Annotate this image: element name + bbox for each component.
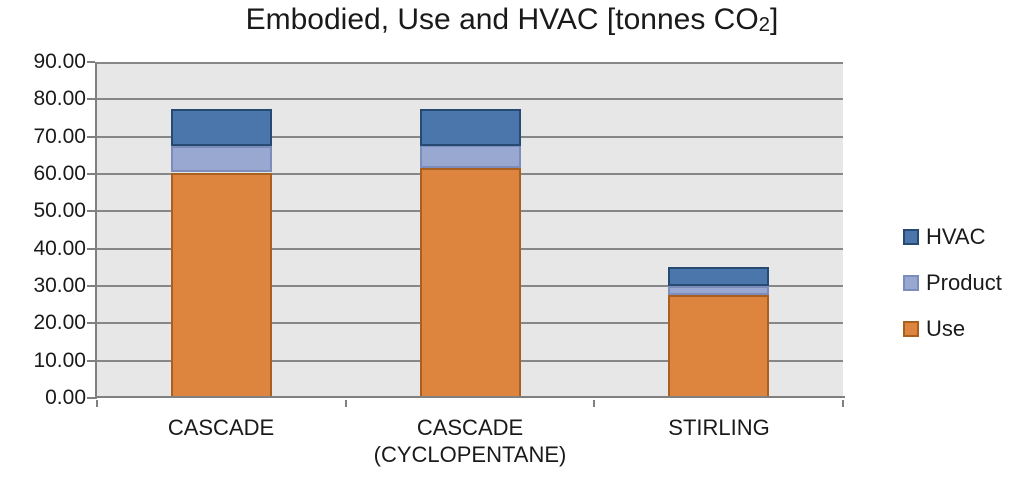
- plot-area: [97, 62, 843, 398]
- legend-item-product: Product: [903, 270, 1002, 295]
- bar-stirling-product: [668, 286, 769, 295]
- legend-label-use: Use: [926, 315, 966, 341]
- gridline-80: [97, 98, 843, 101]
- chart-title: Embodied, Use and HVAC [tonnes CO2]: [0, 3, 1024, 37]
- y-axis-label-80: 80.00: [33, 87, 86, 110]
- x-axis-label-cascade: CASCADE: [168, 414, 274, 441]
- y-axis-label-50: 50.00: [33, 199, 86, 222]
- bar-cascade-product: [171, 146, 272, 172]
- y-axis-tick-70: [87, 136, 95, 138]
- x-axis-label-cascade-cyclopentane-: CASCADE (CYCLOPENTANE): [374, 414, 567, 468]
- y-axis-label-30: 30.00: [33, 274, 86, 297]
- legend-label-hvac: HVAC: [926, 223, 986, 249]
- y-axis-tick-80: [87, 98, 95, 100]
- x-axis-label-line: CASCADE: [167, 415, 275, 440]
- chart-title-text: Embodied, Use and HVAC [tonnes CO: [245, 3, 759, 36]
- bar-cascade-cyclopentane--hvac: [420, 109, 521, 146]
- y-axis-tick-60: [87, 173, 95, 175]
- y-axis-label-0: 0.00: [45, 386, 86, 409]
- legend-item-use: Use: [903, 316, 1002, 341]
- legend: HVAC Product Use: [903, 224, 1002, 362]
- y-axis-label-20: 20.00: [33, 311, 86, 334]
- y-axis-tick-40: [87, 248, 95, 250]
- bar-cascade-cyclopentane--use: [420, 168, 521, 398]
- y-axis-tick-90: [87, 61, 95, 63]
- bar-cascade-use: [171, 173, 272, 398]
- x-axis-labels: CASCADE CASCADE (CYCLOPENTANE) STIRLING: [0, 414, 1024, 474]
- y-axis-label-10: 10.00: [33, 349, 86, 372]
- y-axis-tick-0: [87, 397, 95, 399]
- legend-label-product: Product: [926, 269, 1002, 295]
- y-axis-label-70: 70.00: [33, 125, 86, 148]
- y-axis-tick-10: [87, 360, 95, 362]
- legend-item-hvac: HVAC: [903, 224, 1002, 249]
- y-axis-label-60: 60.00: [33, 162, 86, 185]
- x-axis-tick-3: [842, 400, 844, 407]
- x-axis-label-line: (CYCLOPENTANE): [373, 442, 567, 467]
- y-axis-tick-30: [87, 285, 95, 287]
- legend-swatch-use: [903, 320, 919, 337]
- y-axis-line: [95, 62, 97, 399]
- bar-stirling-use: [668, 295, 769, 398]
- y-axis-label-90: 90.00: [33, 50, 86, 73]
- x-axis-label-line: STIRLING: [668, 415, 770, 440]
- bar-cascade-hvac: [171, 109, 272, 146]
- x-axis-tick-0: [96, 400, 98, 407]
- x-axis-label-stirling: STIRLING: [668, 414, 769, 441]
- gridline-90: [97, 62, 843, 64]
- chart-title-subscript: 2: [758, 14, 771, 36]
- x-axis-tick-2: [593, 400, 595, 407]
- y-axis-tick-50: [87, 210, 95, 212]
- y-axis-tick-20: [87, 322, 95, 324]
- x-axis-label-line: CASCADE: [416, 415, 524, 440]
- legend-swatch-product: [903, 274, 919, 291]
- bar-stirling-hvac: [668, 267, 769, 286]
- y-axis-label-40: 40.00: [33, 237, 86, 260]
- bar-cascade-cyclopentane--product: [420, 145, 521, 168]
- legend-swatch-hvac: [903, 228, 919, 245]
- x-axis-line: [95, 396, 845, 398]
- x-axis-tick-1: [345, 400, 347, 407]
- chart-title-suffix: ]: [770, 3, 779, 36]
